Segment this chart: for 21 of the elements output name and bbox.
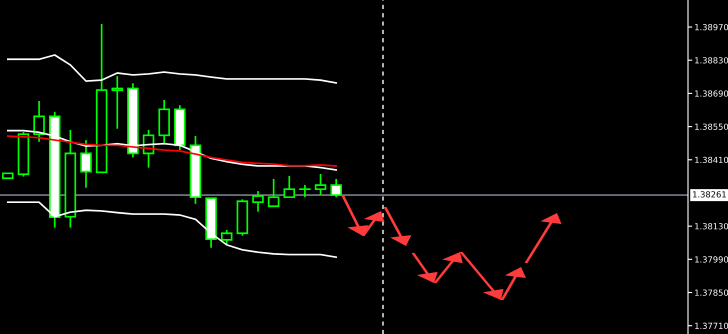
y-tick-label: 1.38830 — [695, 57, 728, 64]
line-series — [6, 135, 338, 167]
y-tick-label: 1.37990 — [695, 256, 728, 263]
y-tick-label: 1.37850 — [695, 290, 728, 296]
candlestick — [330, 178, 342, 198]
candlestick — [33, 100, 45, 143]
candlestick — [220, 229, 232, 246]
y-tick-label: 1.38130 — [695, 223, 728, 230]
y-tick-label: 1.38550 — [695, 124, 728, 130]
candlestick — [268, 178, 280, 208]
line-series — [6, 54, 338, 84]
candlestick — [314, 173, 326, 196]
y-tick-label: 1.38970 — [695, 24, 728, 30]
y-tick-label: 1.38410 — [695, 156, 728, 164]
y-tick-label: 1.38690 — [695, 90, 728, 97]
candlestick — [284, 175, 296, 198]
candlestick — [299, 184, 311, 198]
y-tick-label: 1.37710 — [695, 322, 728, 329]
candlestick — [112, 75, 124, 130]
candlestick — [252, 190, 264, 213]
ref-line-label: 1.38261 — [693, 191, 726, 198]
